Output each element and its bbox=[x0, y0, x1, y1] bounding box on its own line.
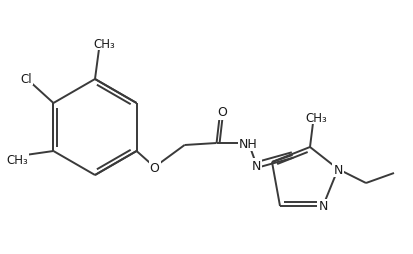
Text: Cl: Cl bbox=[21, 72, 32, 85]
Text: O: O bbox=[218, 106, 228, 119]
Text: CH₃: CH₃ bbox=[7, 153, 28, 166]
Text: N: N bbox=[318, 200, 328, 213]
Text: O: O bbox=[150, 161, 159, 174]
Text: NH: NH bbox=[239, 137, 258, 150]
Text: N: N bbox=[333, 163, 343, 176]
Text: CH₃: CH₃ bbox=[93, 37, 115, 50]
Text: N: N bbox=[252, 159, 261, 172]
Text: CH₃: CH₃ bbox=[305, 111, 327, 124]
